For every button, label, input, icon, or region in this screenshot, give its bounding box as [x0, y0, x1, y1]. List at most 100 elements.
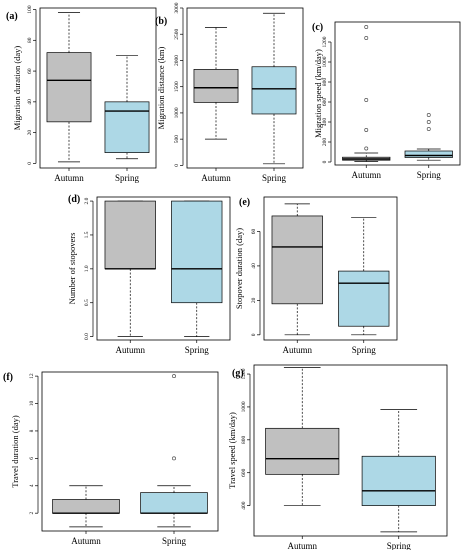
x-tick-label: Spring: [352, 345, 377, 355]
x-tick-label: Spring: [262, 173, 287, 183]
interquartile-box: [361, 455, 436, 506]
y-tick-label: 400: [241, 501, 247, 510]
x-tick-label: Spring: [115, 173, 140, 183]
interquartile-box: [404, 150, 453, 158]
plot-frame: [41, 371, 219, 532]
y-tick-label: 3000: [174, 2, 180, 13]
plot-frame: [253, 364, 448, 537]
panel-b: (b) 0 500 1000 1500 2000 2500 3000 Migration dis…: [155, 2, 304, 183]
plot-frame: [334, 21, 461, 166]
interquartile-box: [171, 200, 223, 304]
y-tick-label: 1000: [174, 107, 180, 118]
y-tick-label: 600: [241, 468, 247, 477]
panel-e: (e) 0 20 40 60 Stopover duration (day) Autumn S…: [234, 196, 398, 355]
interquartile-box: [140, 492, 208, 514]
box-spring: [171, 200, 223, 337]
y-axis-label: Number of stopovers: [67, 233, 77, 305]
box-spring: [361, 409, 436, 533]
y-tick-label: 2: [29, 512, 35, 515]
plot-frame: [39, 7, 157, 169]
panel-f: (f) 2 4 6 8 10 12 Travel duration (day) Autumn Sp…: [3, 371, 219, 546]
y-tick-label: 0.5: [84, 299, 90, 306]
y-tick-label: 40: [251, 263, 257, 269]
y-tick-label: 0: [27, 162, 33, 165]
panel-letter: (c): [312, 22, 323, 33]
y-tick-label: 12: [29, 373, 35, 379]
box-autumn: [104, 200, 156, 337]
panel-letter: (a): [6, 11, 18, 22]
interquartile-box: [265, 427, 340, 475]
y-axis-label: Stopover duration (day): [234, 228, 244, 309]
y-tick-label: 60: [27, 68, 33, 74]
y-axis-label: Travel speed (km/day): [227, 412, 237, 489]
outlier-point: [426, 127, 431, 131]
y-tick-label: 80: [27, 37, 33, 43]
panel-d: (d) 0.0 0.5 1.0 1.5 2.0 Number of stopovers Aut…: [67, 194, 231, 355]
outlier-point: [364, 25, 369, 29]
y-tick-label: 10: [29, 401, 35, 407]
y-axis-label: Migration duration (day): [12, 46, 22, 131]
outlier-point: [364, 128, 369, 132]
panel-letter: (f): [3, 372, 13, 383]
y-tick-label: 1.5: [84, 231, 90, 238]
y-tick-label: 8: [29, 429, 35, 432]
box-autumn: [265, 367, 340, 506]
y-tick-label: 1500: [174, 81, 180, 92]
y-tick-label: 0: [251, 333, 257, 336]
outlier-point: [172, 456, 176, 461]
panel-c: (c) 0 200 400 600 800 1000 1200 Migration speed …: [312, 21, 461, 180]
box-autumn: [52, 485, 120, 528]
y-axis-label: Travel duration (day): [10, 415, 20, 488]
box-spring: [104, 55, 150, 160]
interquartile-box: [52, 499, 120, 514]
box-spring: [404, 113, 453, 161]
x-tick-label: Spring: [162, 536, 187, 546]
panel-letter: (g): [232, 368, 244, 379]
x-tick-label: Autumn: [54, 173, 84, 183]
x-tick-label: Spring: [185, 345, 210, 355]
x-tick-label: Autumn: [71, 536, 101, 546]
panel-letter: (d): [68, 194, 80, 205]
x-tick-label: Autumn: [282, 345, 312, 355]
y-tick-label: 2000: [174, 55, 180, 66]
outlier-point: [172, 374, 176, 379]
x-tick-label: Spring: [387, 541, 412, 550]
box-spring: [251, 12, 297, 165]
panel-g: (g) 400 600 800 1000 1200 Travel speed (km/day…: [227, 364, 448, 550]
y-axis-label: Migration distance (km): [156, 47, 166, 130]
x-tick-label: Autumn: [115, 345, 145, 355]
panel-letter: (e): [239, 197, 250, 208]
interquartile-box: [46, 52, 92, 123]
y-axis-label: Migration speed (km/day): [313, 49, 323, 138]
box-spring: [140, 374, 208, 528]
y-tick-label: 1000: [241, 401, 247, 412]
panel-a: (a) 0 20 40 60 80 100 Migration duration (day) A…: [6, 5, 157, 183]
y-tick-label: 0: [174, 164, 180, 167]
y-tick-label: 1.0: [84, 265, 90, 272]
y-tick-label: 6: [29, 457, 35, 460]
outlier-point: [364, 98, 369, 102]
x-tick-label: Spring: [417, 170, 442, 180]
y-tick-label: 500: [174, 135, 180, 144]
y-tick-label: 0: [322, 160, 328, 163]
interquartile-box: [104, 200, 156, 270]
y-tick-label: 60: [251, 228, 257, 234]
plot-frame: [186, 7, 304, 169]
x-tick-label: Autumn: [351, 170, 381, 180]
x-tick-label: Autumn: [287, 541, 317, 550]
box-spring: [338, 217, 390, 336]
interquartile-box: [193, 69, 239, 103]
y-tick-label: 4: [29, 484, 35, 487]
y-tick-label: 800: [322, 78, 328, 87]
y-tick-label: 1200: [322, 36, 328, 47]
box-autumn: [46, 12, 92, 163]
y-tick-label: 2.0: [84, 197, 90, 204]
interquartile-box: [251, 66, 297, 115]
y-tick-label: 800: [241, 435, 247, 444]
y-tick-label: 1000: [322, 56, 328, 67]
y-tick-label: 2500: [174, 28, 180, 39]
y-tick-label: 20: [27, 130, 33, 136]
interquartile-box: [338, 270, 390, 327]
box-autumn: [271, 203, 323, 336]
